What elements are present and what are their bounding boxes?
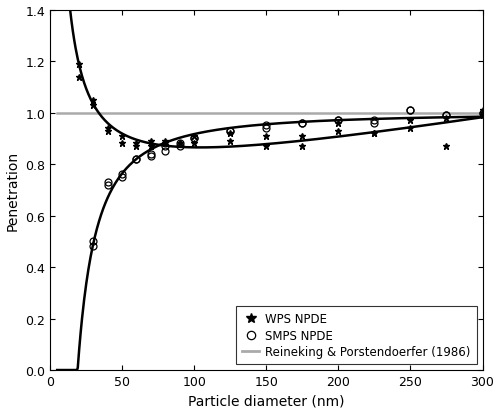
Y-axis label: Penetration: Penetration <box>6 150 20 230</box>
X-axis label: Particle diameter (nm): Particle diameter (nm) <box>188 394 344 408</box>
Legend: WPS NPDE, SMPS NPDE, Reineking & Porstendoerfer (1986): WPS NPDE, SMPS NPDE, Reineking & Porsten… <box>236 306 476 364</box>
